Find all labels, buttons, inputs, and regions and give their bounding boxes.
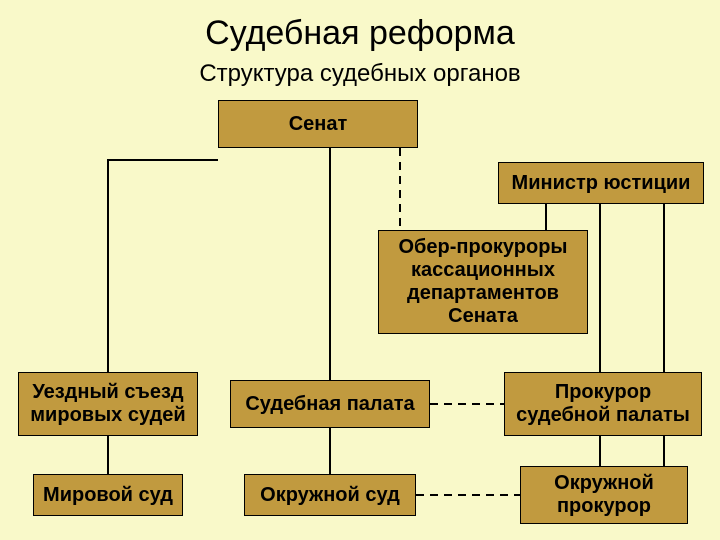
node-label: Прокурор судебной палаты bbox=[505, 381, 701, 427]
node-label: Обер-прокуроры кассационных департаменто… bbox=[379, 236, 587, 328]
node-okrsud: Окружной суд bbox=[244, 474, 416, 516]
node-label: Окружной суд bbox=[260, 484, 400, 507]
node-label: Сенат bbox=[289, 113, 348, 136]
node-senate: Сенат bbox=[218, 100, 418, 148]
node-label: Судебная палата bbox=[245, 393, 414, 416]
node-label: Министр юстиции bbox=[512, 172, 691, 195]
node-uezd: Уездный съезд мировых судей bbox=[18, 372, 198, 436]
node-minister: Министр юстиции bbox=[498, 162, 704, 204]
node-label: Уездный съезд мировых судей bbox=[19, 381, 197, 427]
diagram-canvas: Судебная реформа Структура судебных орга… bbox=[0, 0, 720, 540]
edge bbox=[108, 160, 218, 404]
page-subtitle: Структура судебных органов bbox=[0, 60, 720, 88]
node-palata: Судебная палата bbox=[230, 380, 430, 428]
node-prokpal: Прокурор судебной палаты bbox=[504, 372, 702, 436]
page-title: Судебная реформа bbox=[0, 14, 720, 53]
node-ober: Обер-прокуроры кассационных департаменто… bbox=[378, 230, 588, 334]
node-okrprok: Окружной прокурор bbox=[520, 466, 688, 524]
node-label: Окружной прокурор bbox=[521, 472, 687, 518]
node-mirsud: Мировой суд bbox=[33, 474, 183, 516]
node-label: Мировой суд bbox=[43, 484, 173, 507]
